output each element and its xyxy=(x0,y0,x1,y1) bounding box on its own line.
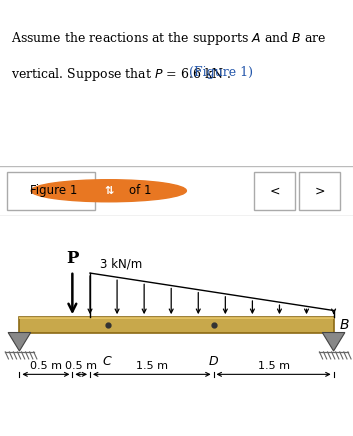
Text: <: < xyxy=(269,184,280,197)
Text: $C$: $C$ xyxy=(102,355,113,368)
Text: P: P xyxy=(66,250,79,267)
FancyBboxPatch shape xyxy=(299,172,340,210)
Text: Assume the reactions at the supports $A$ and $B$ are: Assume the reactions at the supports $A$… xyxy=(11,30,326,47)
FancyBboxPatch shape xyxy=(7,172,95,210)
FancyBboxPatch shape xyxy=(19,317,334,333)
Text: ⇅: ⇅ xyxy=(104,186,113,196)
Text: 0.5 m: 0.5 m xyxy=(30,361,62,371)
FancyBboxPatch shape xyxy=(254,172,295,210)
Text: 3 kN/m: 3 kN/m xyxy=(100,257,142,270)
Text: (Figure 1): (Figure 1) xyxy=(189,66,253,79)
Text: of 1: of 1 xyxy=(129,184,151,197)
Text: 0.5 m: 0.5 m xyxy=(65,361,97,371)
Circle shape xyxy=(31,180,186,202)
Text: Figure 1: Figure 1 xyxy=(30,184,77,197)
Text: vertical. Suppose that $P$ = 6.6 kN .: vertical. Suppose that $P$ = 6.6 kN . xyxy=(11,66,232,83)
Text: 1.5 m: 1.5 m xyxy=(136,361,168,371)
Text: 1.5 m: 1.5 m xyxy=(258,361,289,371)
Text: $B$: $B$ xyxy=(339,318,349,332)
Text: >: > xyxy=(315,184,325,197)
Text: $D$: $D$ xyxy=(208,355,219,368)
Polygon shape xyxy=(322,333,345,351)
Text: $A$: $A$ xyxy=(0,312,1,326)
Polygon shape xyxy=(8,333,31,351)
